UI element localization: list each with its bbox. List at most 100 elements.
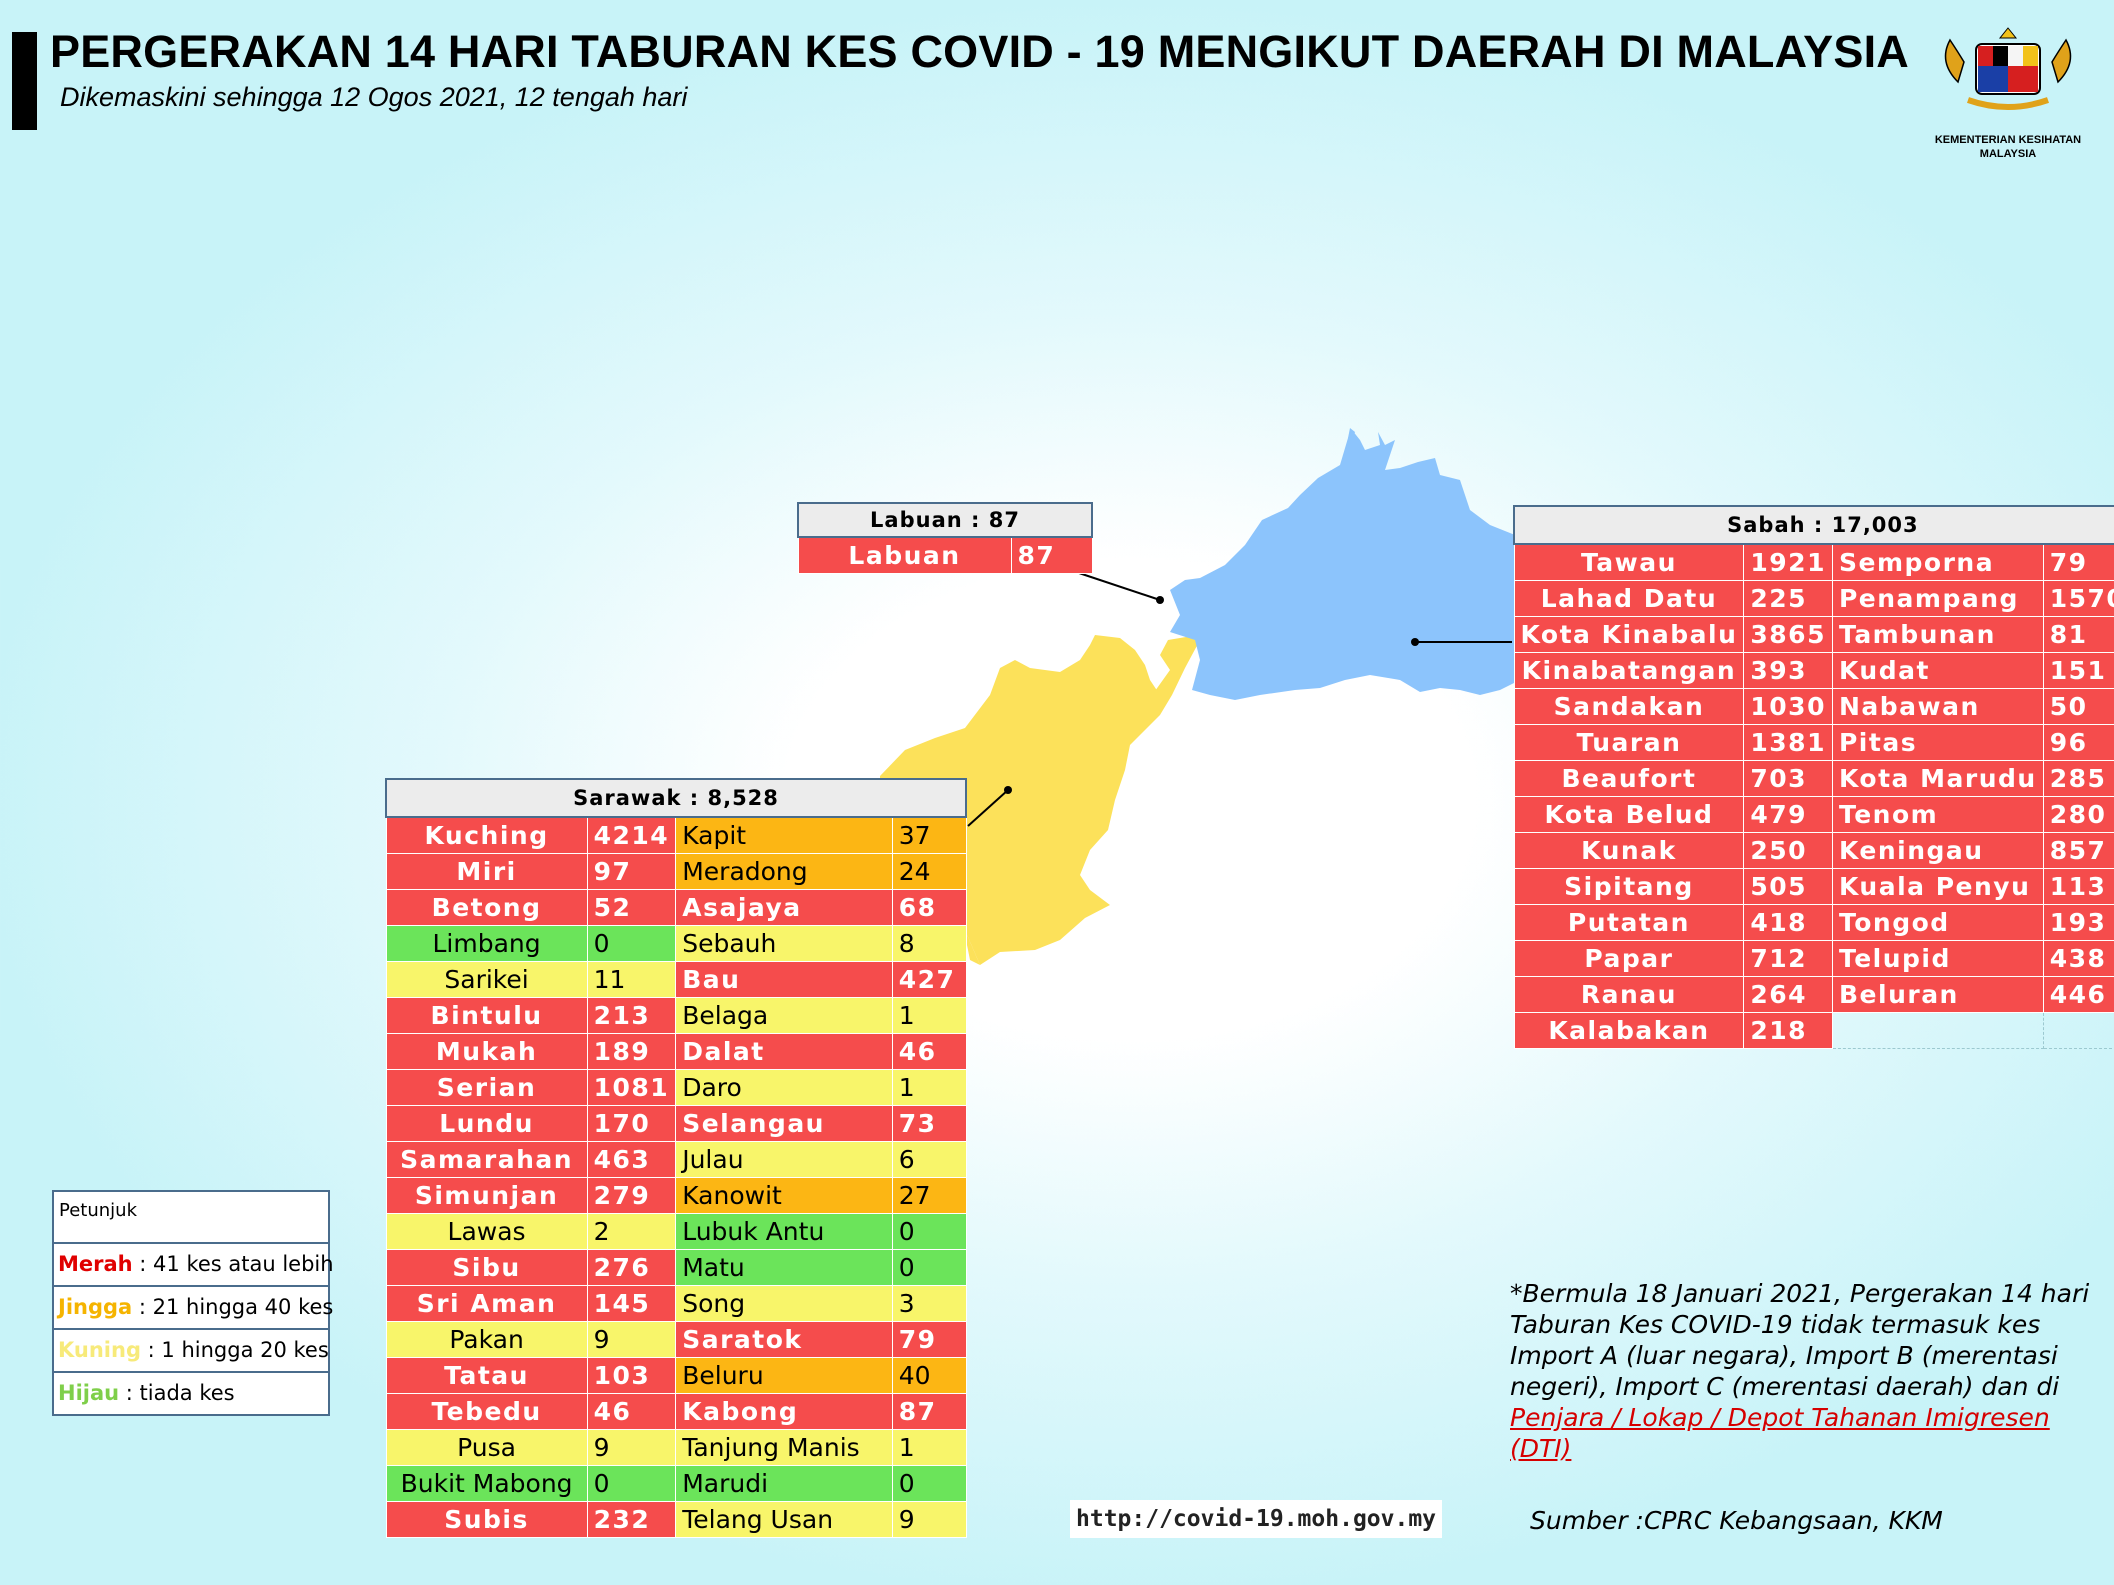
table-row: Subis 232 Telang Usan 9 [385, 1501, 967, 1538]
table-row: Tatau 103 Beluru 40 [385, 1357, 967, 1394]
district-value: 213 [586, 997, 677, 1034]
district-name: Kabong [675, 1393, 893, 1430]
labuan-header: Labuan : 87 [797, 502, 1093, 538]
district-name: Marudi [675, 1465, 893, 1502]
district-value: 193 [2042, 904, 2114, 941]
district-value: 1030 [1743, 688, 1833, 725]
district-value: 276 [586, 1249, 677, 1286]
footnote-text: *Bermula 18 Januari 2021, Pergerakan 14 … [1510, 1279, 2090, 1401]
district-name: Kunak [1513, 832, 1745, 869]
district-name: Matu [675, 1249, 893, 1286]
district-value: 46 [586, 1393, 677, 1430]
district-name: Putatan [1513, 904, 1745, 941]
district-value: 279 [586, 1177, 677, 1214]
legend-desc: : tiada kes [119, 1381, 235, 1405]
district-value: 479 [1743, 796, 1833, 833]
district-name: Sebauh [675, 925, 893, 962]
table-row: Tebedu 46 Kabong 87 [385, 1393, 967, 1430]
district-name: Tuaran [1513, 724, 1745, 761]
district-value: 4214 [586, 816, 677, 854]
district-name: Beluru [675, 1357, 893, 1394]
district-name: Telang Usan [675, 1501, 893, 1538]
legend-label: Jingga [58, 1295, 133, 1319]
district-name: Lubuk Antu [675, 1213, 893, 1250]
district-value: 463 [586, 1141, 677, 1178]
table-row: Sipitang 505 Kuala Penyu 113 [1513, 868, 2114, 905]
district-name: Beluran [1831, 976, 2044, 1013]
district-value: 151 [2042, 652, 2114, 689]
labuan-table: Labuan : 87 Labuan 87 [797, 502, 1093, 574]
district-name: Tatau [385, 1357, 588, 1394]
district-value: 0 [891, 1465, 967, 1502]
district-name: Dalat [675, 1033, 893, 1070]
district-name: Kudat [1831, 652, 2044, 689]
table-row: Ranau 264 Beluran 446 [1513, 976, 2114, 1013]
legend-item-hijau: Hijau : tiada kes [54, 1373, 328, 1414]
district-value: 1381 [1743, 724, 1833, 761]
district-name: Sarikei [385, 961, 588, 998]
district-value: 87 [1010, 536, 1093, 574]
website-url[interactable]: http://covid-19.moh.gov.my [1070, 1500, 1443, 1538]
district-name: Papar [1513, 940, 1745, 977]
district-name: Samarahan [385, 1141, 588, 1178]
district-value: 0 [586, 1465, 677, 1502]
district-value: 1 [891, 997, 967, 1034]
district-name: Telupid [1831, 940, 2044, 977]
district-value: 46 [891, 1033, 967, 1070]
table-row: Betong 52 Asajaya 68 [385, 889, 967, 926]
footnote-link[interactable]: Penjara / Lokap / Depot Tahanan Imigrese… [1510, 1403, 2050, 1463]
table-row: Simunjan 279 Kanowit 27 [385, 1177, 967, 1214]
legend-label: Merah [58, 1252, 133, 1276]
district-value: 0 [586, 925, 677, 962]
district-name: Belaga [675, 997, 893, 1034]
district-value: 40 [891, 1357, 967, 1394]
table-row: Kinabatangan 393 Kudat 151 [1513, 652, 2114, 689]
district-name: Kalabakan [1513, 1012, 1745, 1049]
district-name: Kuching [385, 816, 588, 854]
source-credit: Sumber :CPRC Kebangsaan, KKM [1530, 1506, 1943, 1535]
district-name: Tanjung Manis [675, 1429, 893, 1466]
district-name: Asajaya [675, 889, 893, 926]
district-name: Lawas [385, 1213, 588, 1250]
district-value: 446 [2042, 976, 2114, 1013]
sarawak-leader-line [967, 789, 1009, 827]
legend-item-kuning: Kuning : 1 hingga 20 kes [54, 1330, 329, 1373]
district-value [2042, 1012, 2114, 1049]
district-value: 1570 [2042, 580, 2114, 617]
coat-of-arms-icon [1944, 27, 2072, 110]
district-name: Keningau [1831, 832, 2044, 869]
sarawak-table: Sarawak : 8,528 Kuching 4214 Kapit 37 Miri 97… [385, 778, 967, 1538]
table-row: Sandakan 1030 Nabawan 50 [1513, 688, 2114, 725]
district-value: 280 [2042, 796, 2114, 833]
legend-title: Petunjuk [54, 1192, 328, 1244]
district-name: Kota Marudu [1831, 760, 2044, 797]
table-row: Lahad Datu225Penampang1570 [1513, 580, 2114, 617]
district-value: 6 [891, 1141, 967, 1178]
district-value: 97 [586, 853, 677, 890]
sabah-table: Sabah : 17,003 Tawau 1921 Semporna 79 Lahad … [1513, 505, 2114, 1049]
district-value: 703 [1743, 760, 1833, 797]
table-row: Tuaran 1381 Pitas 96 [1513, 724, 2114, 761]
district-name: Tambunan [1831, 616, 2044, 653]
page-subtitle: Dikemaskini sehingga 12 Ogos 2021, 12 te… [60, 82, 688, 112]
district-value: 1921 [1743, 543, 1833, 581]
district-name [1831, 1012, 2044, 1049]
sabah-header: Sabah : 17,003 [1513, 505, 2114, 545]
district-name: Kinabatangan [1513, 652, 1745, 689]
district-name: Daro [675, 1069, 893, 1106]
district-name: Serian [385, 1069, 588, 1106]
table-row: Kalabakan 218 [1513, 1012, 2114, 1049]
district-name: Miri [385, 853, 588, 890]
district-name: Tenom [1831, 796, 2044, 833]
district-value: 0 [891, 1249, 967, 1286]
district-name: Kota Belud [1513, 796, 1745, 833]
table-row: Labuan 87 [797, 536, 1093, 574]
district-value: 81 [2042, 616, 2114, 653]
district-value: 1 [891, 1429, 967, 1466]
district-name: Kanowit [675, 1177, 893, 1214]
district-name: Limbang [385, 925, 588, 962]
district-value: 24 [891, 853, 967, 890]
district-value: 52 [586, 889, 677, 926]
district-value: 505 [1743, 868, 1833, 905]
district-name: Kota Kinabalu [1513, 616, 1745, 653]
